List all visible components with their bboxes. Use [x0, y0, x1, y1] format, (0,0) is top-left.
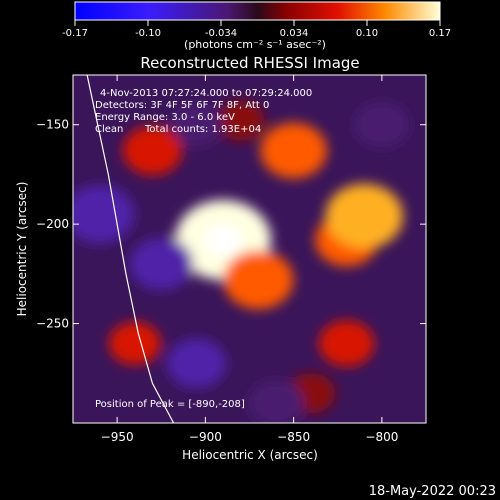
x-tick-label: −900: [189, 430, 222, 444]
colorbar-tick-label: 0.034: [280, 28, 309, 39]
colorbar-tick-label: 0.17: [429, 28, 451, 39]
heatmap-blob: [260, 122, 327, 179]
heatmap-blob: [122, 125, 183, 176]
y-axis-ticks: −250 −200 −150: [36, 118, 426, 331]
x-tick-label: −950: [101, 430, 134, 444]
heatmap-blob: [108, 321, 161, 366]
clean-label: Clean: [95, 124, 123, 135]
x-axis-label: Heliocentric X (arcsec): [182, 448, 318, 462]
colorbar-tick-label: -0.17: [62, 28, 88, 39]
y-axis-label: Heliocentric Y (arcsec): [15, 182, 29, 317]
heatmap-blob: [325, 183, 404, 249]
x-axis-ticks: −950 −900 −850 −800: [101, 75, 398, 444]
heatmap-blob: [354, 101, 410, 148]
y-tick-label: −250: [36, 317, 69, 331]
heatmap-blob: [223, 250, 294, 310]
heatmap-blob: [170, 103, 223, 147]
heatmap-blob: [129, 237, 193, 291]
x-tick-label: −850: [277, 430, 310, 444]
colorbar-tick-label: -0.034: [205, 28, 237, 39]
heatmap-blob: [248, 379, 304, 423]
annotation-block: 4-Nov-2013 07:27:24.000 to 07:29:24.000 …: [95, 88, 312, 410]
colorbar-ticks: -0.17 -0.10 -0.034 0.034 0.10 0.17: [62, 20, 451, 39]
chart-title: Reconstructed RHESSI Image: [140, 54, 359, 72]
solar-limb-curve: [86, 75, 175, 423]
heatmap-blob: [73, 184, 135, 244]
plot-frame: [72, 74, 427, 424]
total-counts-label: Total counts: 1.93E+04: [144, 124, 261, 135]
colorbar-tick-label: 0.10: [356, 28, 378, 39]
y-tick-label: −200: [36, 217, 69, 231]
colorbar-tick-label: -0.10: [135, 28, 161, 39]
heatmap-peak-core: [203, 224, 244, 257]
heatmap-blob: [166, 338, 227, 389]
colorbar: [74, 1, 441, 21]
colorbar-units: (photons cm⁻² s⁻¹ asec⁻²): [184, 38, 326, 51]
heatmap-blob: [216, 100, 265, 141]
peak-position-label: Position of Peak = [-890,-208]: [95, 399, 245, 410]
plot-timestamp: 18-May-2022 00:23: [369, 484, 496, 499]
heatmap-blob: [318, 320, 375, 367]
heatmap-image: [73, 100, 410, 423]
energy-range-label: Energy Range: 3.0 - 6.0 keV: [95, 112, 235, 123]
time-range-label: 4-Nov-2013 07:27:24.000 to 07:29:24.000: [100, 88, 312, 99]
y-tick-label: −150: [36, 118, 69, 132]
x-tick-label: −800: [365, 430, 398, 444]
detectors-label: Detectors: 3F 4F 5F 6F 7F 8F, Att 0: [95, 100, 269, 111]
